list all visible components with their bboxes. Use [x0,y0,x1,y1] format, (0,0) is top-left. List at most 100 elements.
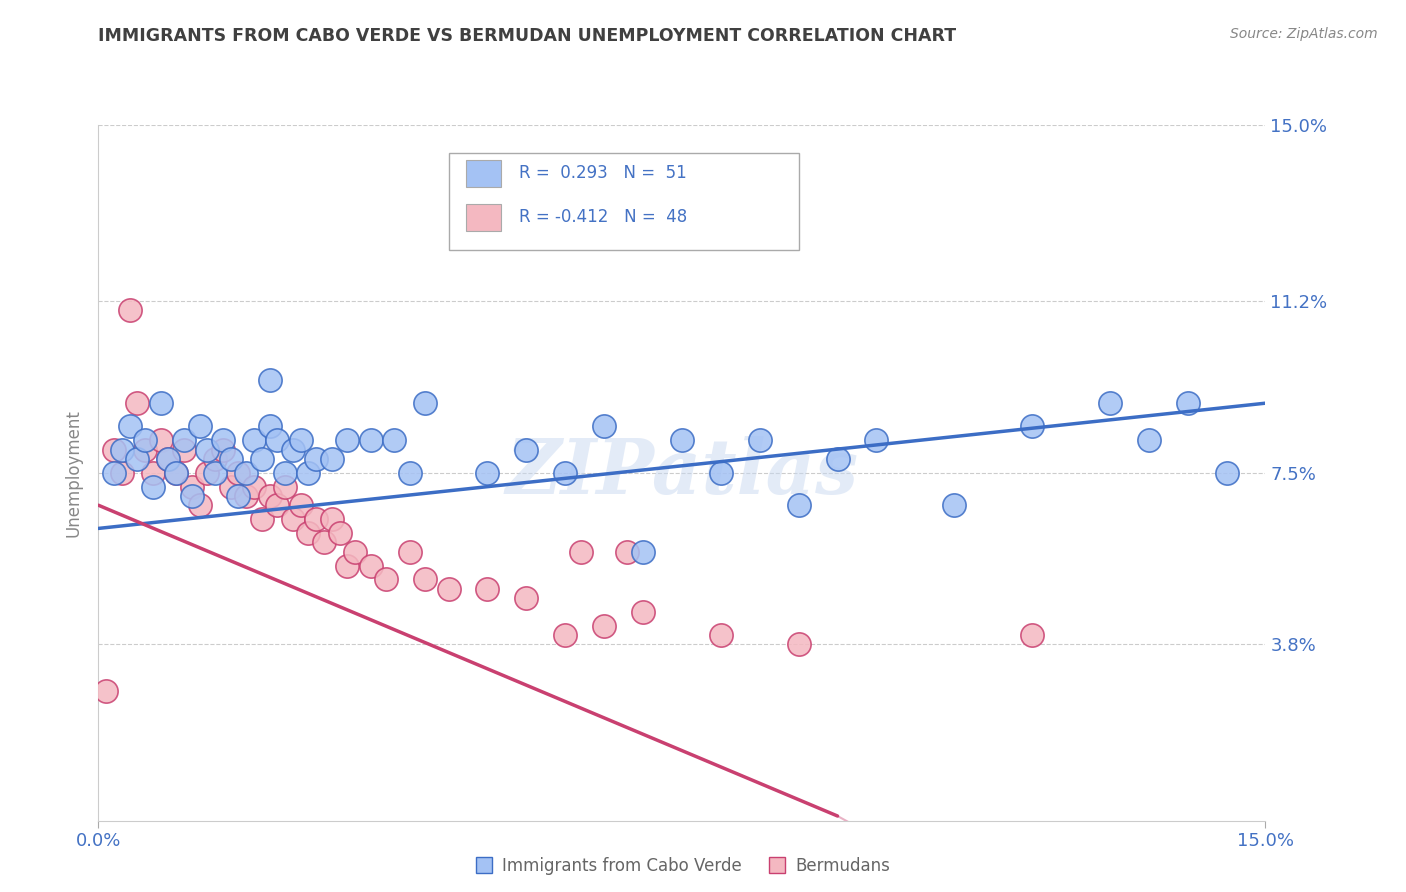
Point [865,434,887,448]
Point [290,434,312,448]
Point [274,480,297,494]
Point [398,466,420,480]
Point [360,558,382,573]
Point [321,451,343,466]
Point [173,442,195,457]
Point [118,419,141,434]
Point [243,434,266,448]
Point [321,512,343,526]
Point [1215,466,1237,480]
Point [281,512,304,526]
Point [103,442,125,457]
Point [111,442,134,457]
Point [134,442,156,457]
Point [297,466,319,480]
Point [266,498,288,512]
Point [413,573,436,587]
Point [312,535,335,549]
Point [1098,396,1121,410]
Point [127,451,149,466]
Point [477,582,499,596]
Legend: Immigrants from Cabo Verde, Bermudans: Immigrants from Cabo Verde, Bermudans [467,851,897,882]
Point [329,526,352,541]
Point [305,512,328,526]
Point [142,466,165,480]
Point [593,419,616,434]
Point [1021,628,1043,642]
Point [250,512,273,526]
Point [103,466,125,480]
Point [228,489,250,503]
Point [375,573,398,587]
Point [631,544,654,558]
Point [787,498,810,512]
Point [157,451,180,466]
Point [477,466,499,480]
Point [111,466,134,480]
Point [274,466,297,480]
Point [297,526,319,541]
Point [344,544,367,558]
Point [787,637,810,651]
Point [134,434,156,448]
Point [149,434,172,448]
Point [593,619,616,633]
Point [360,434,382,448]
Point [235,489,257,503]
Point [142,480,165,494]
Point [165,466,187,480]
Point [195,442,218,457]
Text: Source: ZipAtlas.com: Source: ZipAtlas.com [1230,27,1378,41]
Point [382,434,405,448]
Point [631,605,654,619]
Point [1177,396,1199,410]
Text: R = -0.412   N =  48: R = -0.412 N = 48 [519,208,686,226]
Point [212,434,235,448]
Point [96,683,118,698]
FancyBboxPatch shape [465,160,501,186]
Point [243,480,266,494]
Point [398,544,420,558]
Point [827,451,849,466]
Text: ZIPatlas: ZIPatlas [505,436,859,509]
Point [250,451,273,466]
Point [1137,434,1160,448]
Point [515,442,537,457]
Point [173,434,195,448]
Point [305,451,328,466]
Point [336,434,359,448]
Point [413,396,436,410]
Point [943,498,966,512]
Point [259,489,281,503]
Point [554,628,576,642]
Point [515,591,537,605]
Point [180,480,202,494]
Text: R =  0.293   N =  51: R = 0.293 N = 51 [519,164,686,182]
Point [118,303,141,318]
Point [259,373,281,387]
Point [1021,419,1043,434]
Point [710,466,733,480]
Point [710,628,733,642]
Point [569,544,592,558]
Point [336,558,359,573]
Point [180,489,202,503]
Point [219,451,242,466]
Point [165,466,187,480]
Point [204,451,226,466]
Point [259,419,281,434]
FancyBboxPatch shape [449,153,799,250]
Point [219,480,242,494]
Point [671,434,693,448]
FancyBboxPatch shape [465,203,501,231]
Point [290,498,312,512]
Point [149,396,172,410]
Point [188,498,211,512]
Point [266,434,288,448]
Point [195,466,218,480]
Point [157,451,180,466]
Y-axis label: Unemployment: Unemployment [65,409,83,537]
Point [204,466,226,480]
Point [127,396,149,410]
Point [616,544,638,558]
